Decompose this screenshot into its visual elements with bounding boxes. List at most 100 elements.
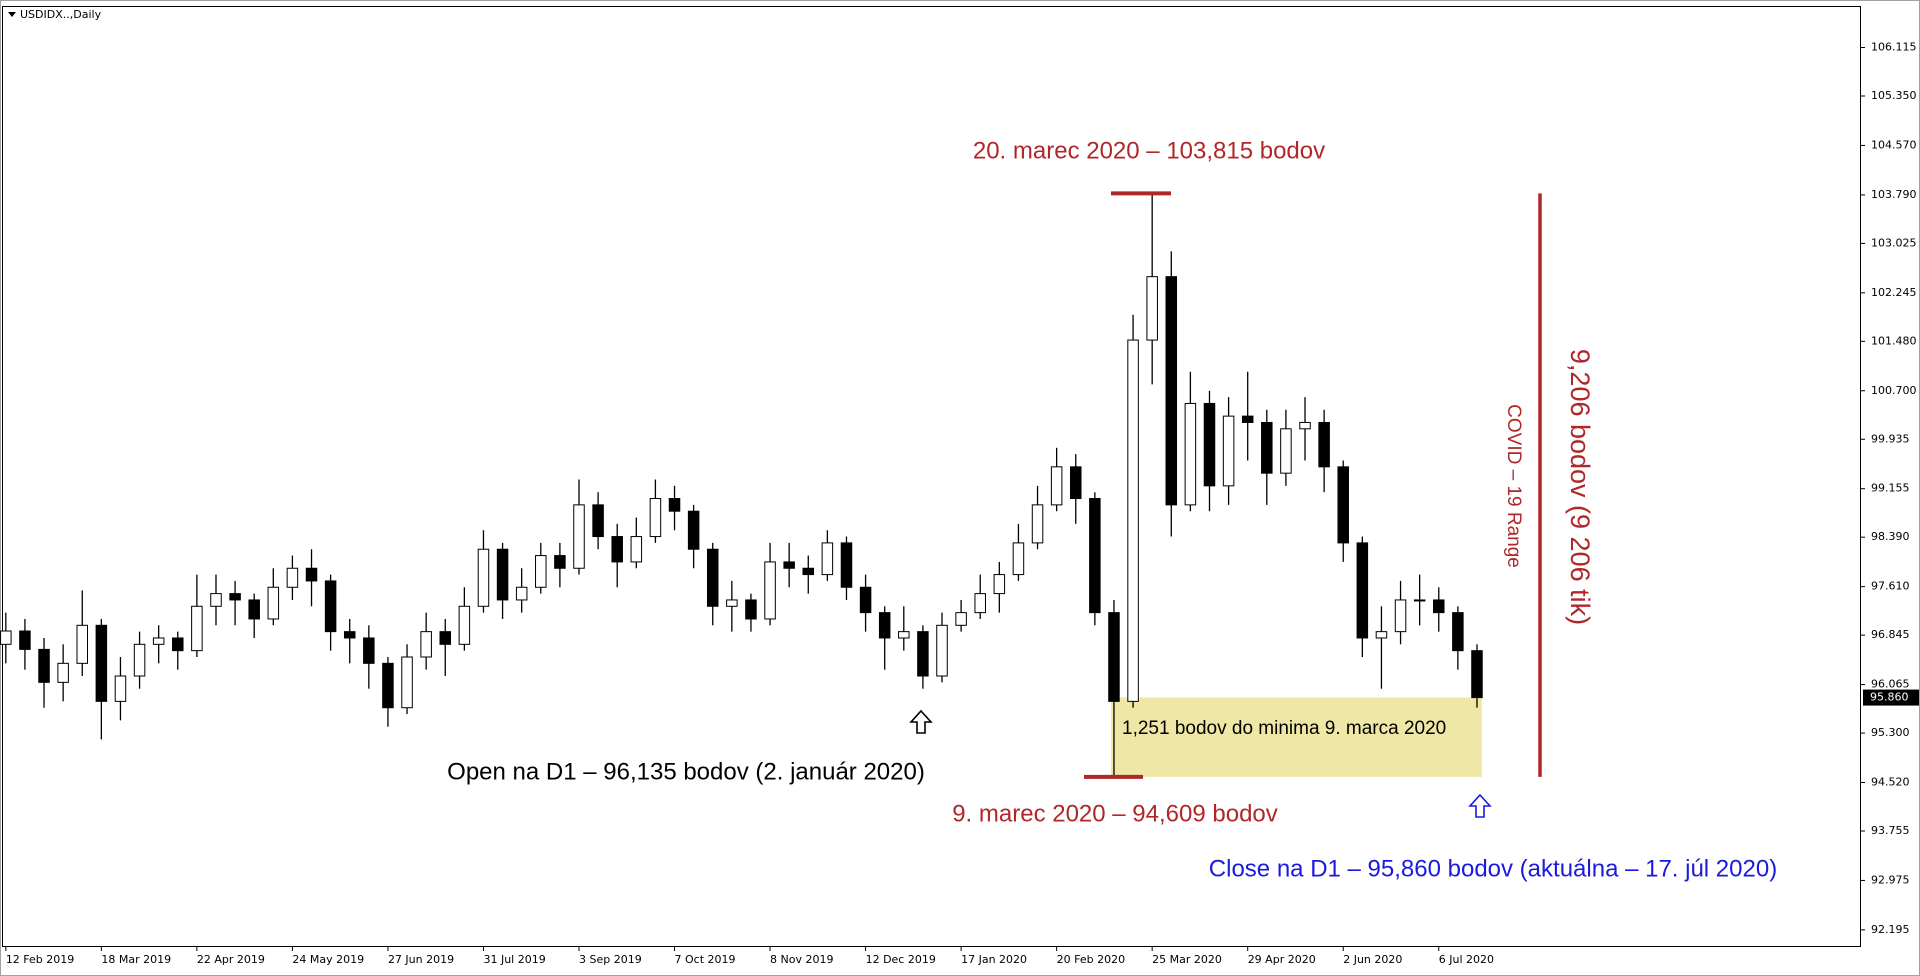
x-tick-label: 31 Jul 2019 (483, 953, 545, 966)
candle-body (706, 548, 719, 607)
x-tick-label: 20 Feb 2020 (1057, 953, 1125, 966)
candle-body (840, 542, 853, 588)
candle-body (1203, 402, 1216, 487)
annotation: Open na D1 – 96,135 bodov (2. január 202… (447, 758, 925, 785)
candle-body (0, 630, 12, 645)
candle-body (363, 637, 375, 664)
candle-body (917, 631, 929, 677)
candle-body (477, 548, 490, 607)
candle-body (19, 630, 31, 650)
candle-body (1184, 402, 1197, 506)
annotation: Close na D1 – 95,860 bodov (aktuálna – 1… (1209, 855, 1777, 882)
y-tick-label: 99.935 (1871, 432, 1910, 445)
candle-body (305, 567, 318, 582)
x-tick-label: 24 May 2019 (292, 953, 364, 966)
last-price-label: 95.860 (1870, 691, 1909, 704)
x-tick-label: 22 Apr 2019 (197, 953, 265, 966)
candle-body (286, 567, 299, 588)
candle-body (630, 536, 643, 563)
y-tick-label: 98.390 (1871, 530, 1910, 543)
candle-body (191, 605, 203, 652)
x-tick-label: 12 Dec 2019 (866, 953, 936, 966)
candle-body (1394, 599, 1407, 633)
chart-title: USDIDX..,Daily (20, 8, 102, 21)
candle-body (382, 662, 394, 709)
candle-body (1069, 466, 1082, 500)
close-arrow (1468, 793, 1492, 818)
candle-body (515, 586, 528, 601)
candle-body (611, 536, 623, 563)
candle-body (993, 574, 1006, 595)
candle-body (1299, 421, 1311, 430)
candle-body (878, 612, 891, 639)
candle-body (1146, 276, 1158, 341)
x-tick-label: 18 Mar 2019 (101, 953, 171, 966)
candle-body (439, 631, 452, 645)
y-tick-label: 95.300 (1871, 726, 1910, 739)
candle-body (1452, 612, 1464, 652)
y-tick-label: 92.195 (1871, 923, 1910, 936)
y-tick-label: 94.520 (1871, 776, 1910, 789)
y-tick-label: 97.610 (1871, 580, 1910, 593)
candle-body (554, 555, 566, 569)
candle-body (57, 662, 69, 683)
annotation: 20. marec 2020 – 103,815 bodov (973, 137, 1325, 164)
candle-body (955, 612, 967, 626)
candle-body (802, 567, 815, 576)
candle-body (401, 656, 413, 709)
y-tick-label: 106.115 (1871, 41, 1917, 54)
candle-body (573, 504, 585, 569)
candle-body (114, 675, 127, 702)
candle-body (1280, 428, 1292, 474)
open-arrow (909, 709, 933, 734)
y-tick-label: 103.790 (1871, 188, 1917, 201)
candle-body (726, 599, 738, 607)
candle-body (592, 504, 604, 538)
annotation: 9,206 bodov (9 206 tik) (1565, 349, 1595, 625)
candle-body (1089, 498, 1101, 614)
candle-body (229, 593, 241, 601)
y-tick-label: 96.845 (1871, 628, 1910, 641)
candle-body (1318, 421, 1330, 468)
x-tick-label: 7 Oct 2019 (675, 953, 736, 966)
x-tick-label: 8 Nov 2019 (770, 953, 833, 966)
candle-body (783, 561, 795, 569)
candle-body (172, 637, 184, 652)
candle-body (38, 648, 50, 683)
candle-body (343, 631, 356, 639)
candle-body (496, 548, 509, 601)
candle-body (974, 593, 986, 614)
candle-body (133, 643, 146, 677)
candle-body (1012, 542, 1025, 576)
last-price-box (1863, 689, 1919, 706)
y-tick-label: 99.155 (1871, 482, 1910, 495)
candle-body (1356, 542, 1369, 639)
plot-frame (2, 6, 1861, 947)
x-tick-label: 2 Jun 2020 (1343, 953, 1402, 966)
annotation: COVID – 19 Range (1503, 404, 1524, 568)
candle-body (535, 555, 547, 588)
candle-body (267, 586, 280, 620)
candle-body (821, 542, 834, 576)
x-tick-label: 29 Apr 2020 (1248, 953, 1316, 966)
annotation: 9. marec 2020 – 94,609 bodov (952, 800, 1278, 827)
x-tick-label: 12 Feb 2019 (6, 953, 74, 966)
candle-body (248, 599, 260, 620)
candle-body (210, 593, 222, 607)
y-tick-label: 100.700 (1871, 384, 1917, 397)
candle-body (1165, 276, 1178, 506)
candle-body (458, 605, 471, 645)
y-tick-label: 102.245 (1871, 286, 1917, 299)
y-tick-label: 96.065 (1871, 678, 1910, 691)
candle-body (1337, 466, 1349, 544)
candle-body (1375, 631, 1388, 639)
x-tick-label: 6 Jul 2020 (1439, 953, 1494, 966)
candle-body (1471, 650, 1483, 699)
candle-body (898, 631, 910, 639)
candle-body (1108, 612, 1120, 702)
annotation: 1,251 bodov do minima 9. marca 2020 (1122, 718, 1446, 739)
x-tick-label: 17 Jan 2020 (961, 953, 1027, 966)
y-tick-label: 92.975 (1871, 873, 1910, 886)
y-tick-label: 103.025 (1871, 236, 1917, 249)
